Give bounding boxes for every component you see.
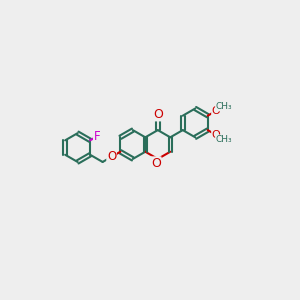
Text: O: O <box>153 108 163 121</box>
Text: O: O <box>107 150 116 163</box>
Text: O: O <box>212 106 220 116</box>
Text: F: F <box>94 130 100 143</box>
Text: O: O <box>151 157 161 170</box>
Text: CH₃: CH₃ <box>216 135 232 144</box>
Text: CH₃: CH₃ <box>216 102 232 111</box>
Text: O: O <box>212 130 220 140</box>
